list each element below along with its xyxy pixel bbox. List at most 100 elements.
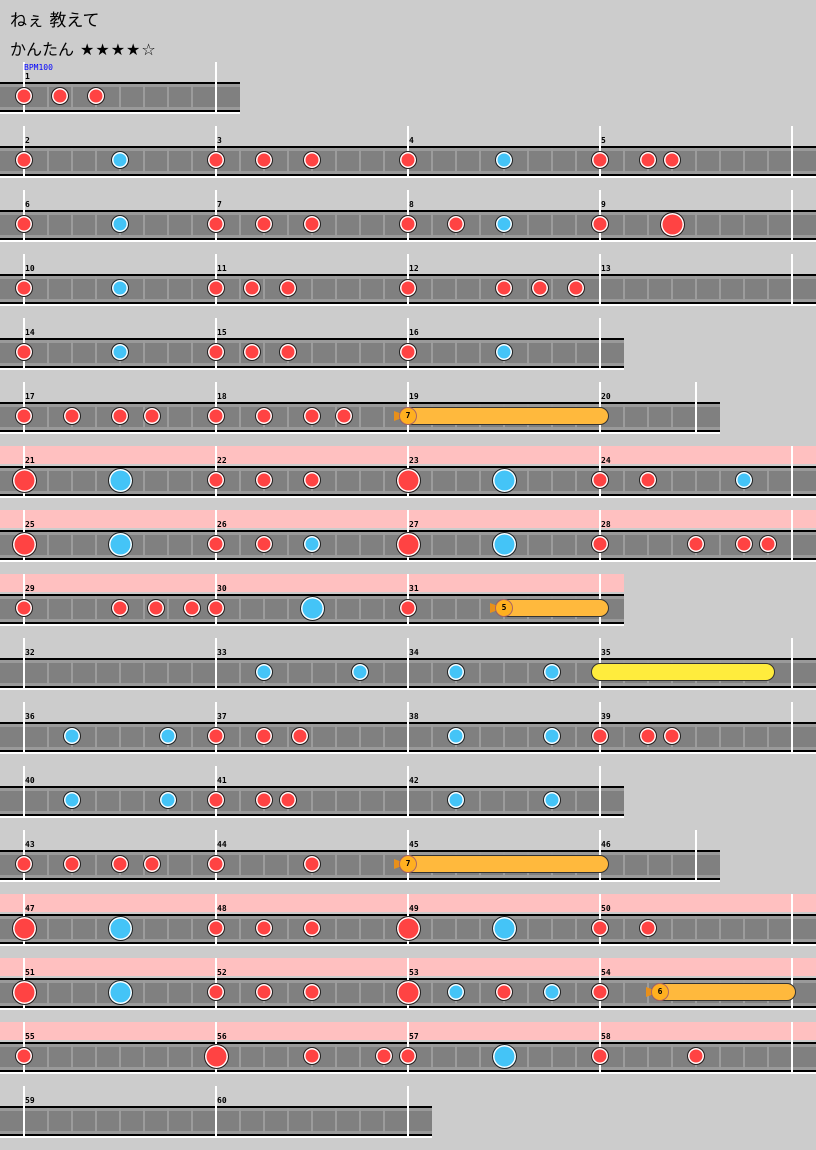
don-note [291, 727, 309, 745]
course-info: かんたん ★★★★☆ [10, 36, 157, 60]
beat-line [575, 468, 577, 494]
measure-number: 30 [217, 584, 227, 593]
measure-number: 10 [25, 264, 35, 273]
chart-row: 6 7 8 9 [0, 190, 816, 254]
beat-line [383, 1108, 385, 1134]
beat-line [143, 916, 145, 942]
beat-line [575, 148, 577, 174]
beat-line [71, 660, 73, 686]
beat-line [239, 276, 241, 302]
beat-line [95, 532, 97, 558]
ka-note [159, 791, 177, 809]
measure-number: 52 [217, 968, 227, 977]
beat-line [143, 148, 145, 174]
measure-number: 49 [409, 904, 419, 913]
ka-note [111, 343, 129, 361]
lane-edge [0, 624, 624, 626]
beat-line [71, 84, 73, 110]
beat-line [671, 468, 673, 494]
don-note [335, 407, 354, 425]
beat-line [431, 980, 433, 1006]
beat-line [71, 980, 73, 1006]
beat-line [287, 852, 289, 878]
beat-line [479, 468, 481, 494]
measure-number: 33 [217, 648, 227, 657]
measure-number: 51 [25, 968, 35, 977]
measure-line [791, 126, 793, 178]
beat-line [71, 468, 73, 494]
don-note [279, 279, 297, 297]
don-note [15, 87, 33, 105]
beat-line [287, 148, 289, 174]
beat-line [767, 468, 769, 494]
don-note [591, 919, 609, 937]
beat-line [167, 596, 169, 622]
lane-edge [0, 880, 720, 882]
balloon-tail-icon [646, 987, 654, 997]
beat-line [239, 852, 241, 878]
beat-line [527, 468, 529, 494]
lane-edge [0, 816, 624, 818]
don-note [207, 215, 225, 233]
big-ka-note [299, 595, 325, 621]
beat-line [71, 340, 73, 366]
don-note [207, 279, 225, 297]
song-title: ねぇ 教えて [10, 11, 100, 31]
beat-line [191, 1044, 193, 1070]
measure-number: 59 [25, 1096, 35, 1105]
measure-number: 11 [217, 264, 227, 273]
ka-note [543, 727, 561, 745]
beat-line [455, 916, 457, 942]
big-ka-note [491, 531, 517, 557]
beat-line [383, 340, 385, 366]
don-note [147, 599, 165, 617]
beat-line [47, 1108, 49, 1134]
measure-number: 56 [217, 1032, 227, 1041]
beat-line [551, 916, 553, 942]
ka-note [495, 343, 513, 361]
beat-line [191, 724, 193, 750]
measure-line [407, 1086, 409, 1138]
beat-line [167, 980, 169, 1006]
beat-line [719, 532, 721, 558]
beat-line [191, 980, 193, 1006]
measure-number: 26 [217, 520, 227, 529]
lane-edge [0, 368, 624, 370]
don-note [399, 279, 417, 297]
don-note [255, 535, 273, 553]
measure-number: 14 [25, 328, 35, 337]
beat-line [191, 84, 193, 110]
beat-line [455, 148, 457, 174]
measure-number: 35 [601, 648, 611, 657]
beat-line [95, 1044, 97, 1070]
don-note [255, 919, 273, 937]
beat-line [551, 532, 553, 558]
beat-line [767, 1044, 769, 1070]
beat-line [47, 980, 49, 1006]
don-note [63, 855, 81, 873]
don-note [207, 535, 225, 553]
beat-line [335, 340, 337, 366]
beat-line [167, 404, 169, 430]
beat-line [623, 980, 625, 1006]
measure-number: 57 [409, 1032, 419, 1041]
balloon-roll [651, 983, 797, 1001]
beat-line [143, 468, 145, 494]
beat-line [47, 724, 49, 750]
beat-line [95, 724, 97, 750]
beat-line [767, 276, 769, 302]
beat-line [431, 276, 433, 302]
measure-number: 2 [25, 136, 30, 145]
beat-line [479, 148, 481, 174]
beat-line [263, 596, 265, 622]
beat-line [71, 532, 73, 558]
measure-line [791, 702, 793, 754]
chart-row: 14 15 16 [0, 318, 624, 382]
chart-row: 47 48 49 50 [0, 894, 816, 958]
don-note [143, 407, 162, 425]
beat-line [95, 788, 97, 814]
big-don-note [11, 467, 37, 493]
beat-line [239, 980, 241, 1006]
chart-row: 51 52 53 54 6 [0, 958, 816, 1022]
beat-line [47, 596, 49, 622]
